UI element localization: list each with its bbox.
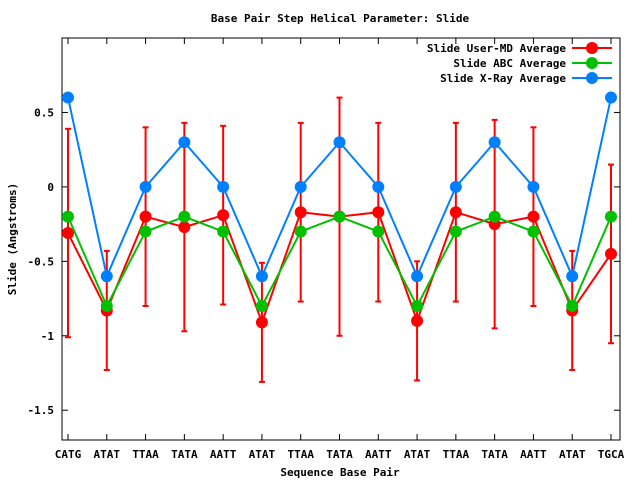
series-line-1 (62, 210, 617, 312)
plot-frame (61, 37, 621, 441)
y-tick-label: 0.5 (34, 106, 54, 119)
data-point (139, 225, 152, 238)
data-point (255, 316, 268, 329)
x-tick-label: ATAT (94, 448, 121, 461)
x-tick-label: TTAA (287, 448, 314, 461)
data-point (333, 210, 346, 223)
data-point (488, 210, 501, 223)
data-point (178, 210, 191, 223)
x-tick-label: ATAT (559, 448, 586, 461)
data-point (566, 300, 579, 312)
data-point (566, 270, 579, 283)
data-point (178, 136, 191, 149)
legend-label: Slide User-MD Average (427, 42, 566, 55)
data-point (178, 221, 191, 234)
data-point (372, 225, 385, 238)
data-point (449, 225, 462, 238)
data-point (527, 225, 540, 238)
x-tick-label: AATT (210, 448, 237, 461)
data-point (294, 180, 307, 193)
data-point (62, 91, 74, 104)
series-line-2 (62, 91, 617, 283)
data-point (62, 227, 74, 240)
x-tick-label: ATAT (404, 448, 431, 461)
x-tick-label: TATA (171, 448, 198, 461)
data-point (449, 206, 462, 219)
x-tick-label: TGCA (598, 448, 625, 461)
data-point (100, 270, 113, 283)
data-point (100, 300, 113, 312)
data-point (605, 210, 617, 223)
y-axis-label: Slide (Angstroms) (6, 183, 19, 296)
legend-label: Slide ABC Average (453, 57, 566, 70)
data-point (294, 206, 307, 219)
data-point (333, 136, 346, 149)
x-tick-label: CATG (55, 448, 82, 461)
data-point (139, 180, 152, 193)
data-point (411, 314, 424, 327)
data-point (411, 270, 424, 283)
data-point (605, 247, 617, 260)
y-tick-label: 0 (47, 181, 54, 194)
y-tick-label: -1 (41, 330, 55, 343)
data-point (449, 180, 462, 193)
x-tick-label: TTAA (443, 448, 470, 461)
legend-marker (586, 72, 598, 84)
data-point (372, 206, 385, 219)
x-tick-label: TATA (481, 448, 508, 461)
x-tick-label: TTAA (132, 448, 159, 461)
legend-marker (586, 42, 598, 54)
y-tick-label: -0.5 (28, 255, 55, 268)
y-tick-label: -1.5 (28, 404, 55, 417)
data-point (255, 270, 268, 283)
data-point (372, 180, 385, 193)
data-point (527, 180, 540, 193)
data-point (217, 225, 230, 238)
legend-marker (586, 57, 598, 69)
data-point (488, 136, 501, 149)
x-tick-label: ATAT (249, 448, 276, 461)
legend-label: Slide X-Ray Average (440, 72, 566, 85)
data-point (527, 210, 540, 223)
x-tick-label: TATA (326, 448, 353, 461)
chart-title: Base Pair Step Helical Parameter: Slide (211, 12, 470, 25)
data-point (62, 210, 74, 223)
data-point (294, 225, 307, 238)
data-point (217, 180, 230, 193)
data-point (411, 300, 424, 312)
data-point (605, 91, 617, 104)
x-tick-label: AATT (520, 448, 547, 461)
x-axis-label: Sequence Base Pair (280, 466, 400, 479)
x-tick-label: AATT (365, 448, 392, 461)
data-point (255, 300, 268, 312)
data-point (139, 210, 152, 223)
data-point (217, 209, 230, 222)
